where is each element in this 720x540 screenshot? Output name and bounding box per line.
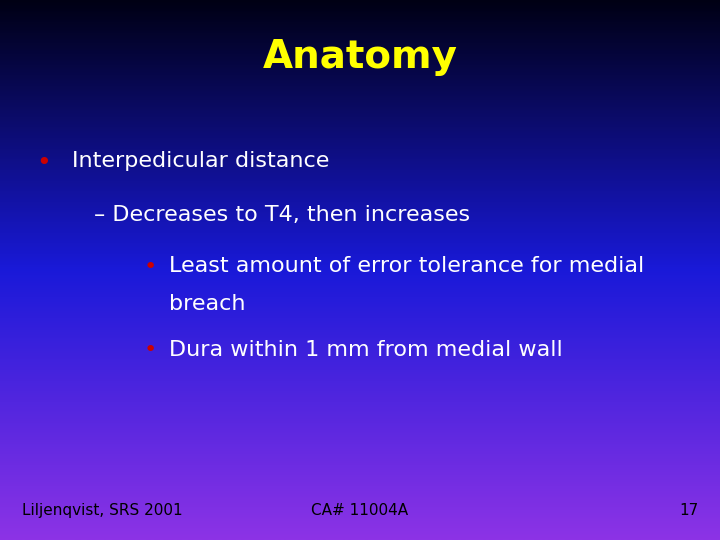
Text: Interpedicular distance: Interpedicular distance (72, 151, 329, 171)
Text: •: • (144, 256, 157, 276)
Text: Anatomy: Anatomy (263, 38, 457, 76)
Text: breach: breach (169, 294, 246, 314)
Text: – Decreases to T4, then increases: – Decreases to T4, then increases (94, 205, 469, 225)
Text: CA# 11004A: CA# 11004A (312, 503, 408, 518)
Text: Least amount of error tolerance for medial: Least amount of error tolerance for medi… (169, 256, 644, 276)
Text: •: • (144, 340, 157, 360)
Text: Dura within 1 mm from medial wall: Dura within 1 mm from medial wall (169, 340, 563, 360)
Text: •: • (36, 151, 50, 175)
Text: Liljenqvist, SRS 2001: Liljenqvist, SRS 2001 (22, 503, 182, 518)
Text: 17: 17 (679, 503, 698, 518)
